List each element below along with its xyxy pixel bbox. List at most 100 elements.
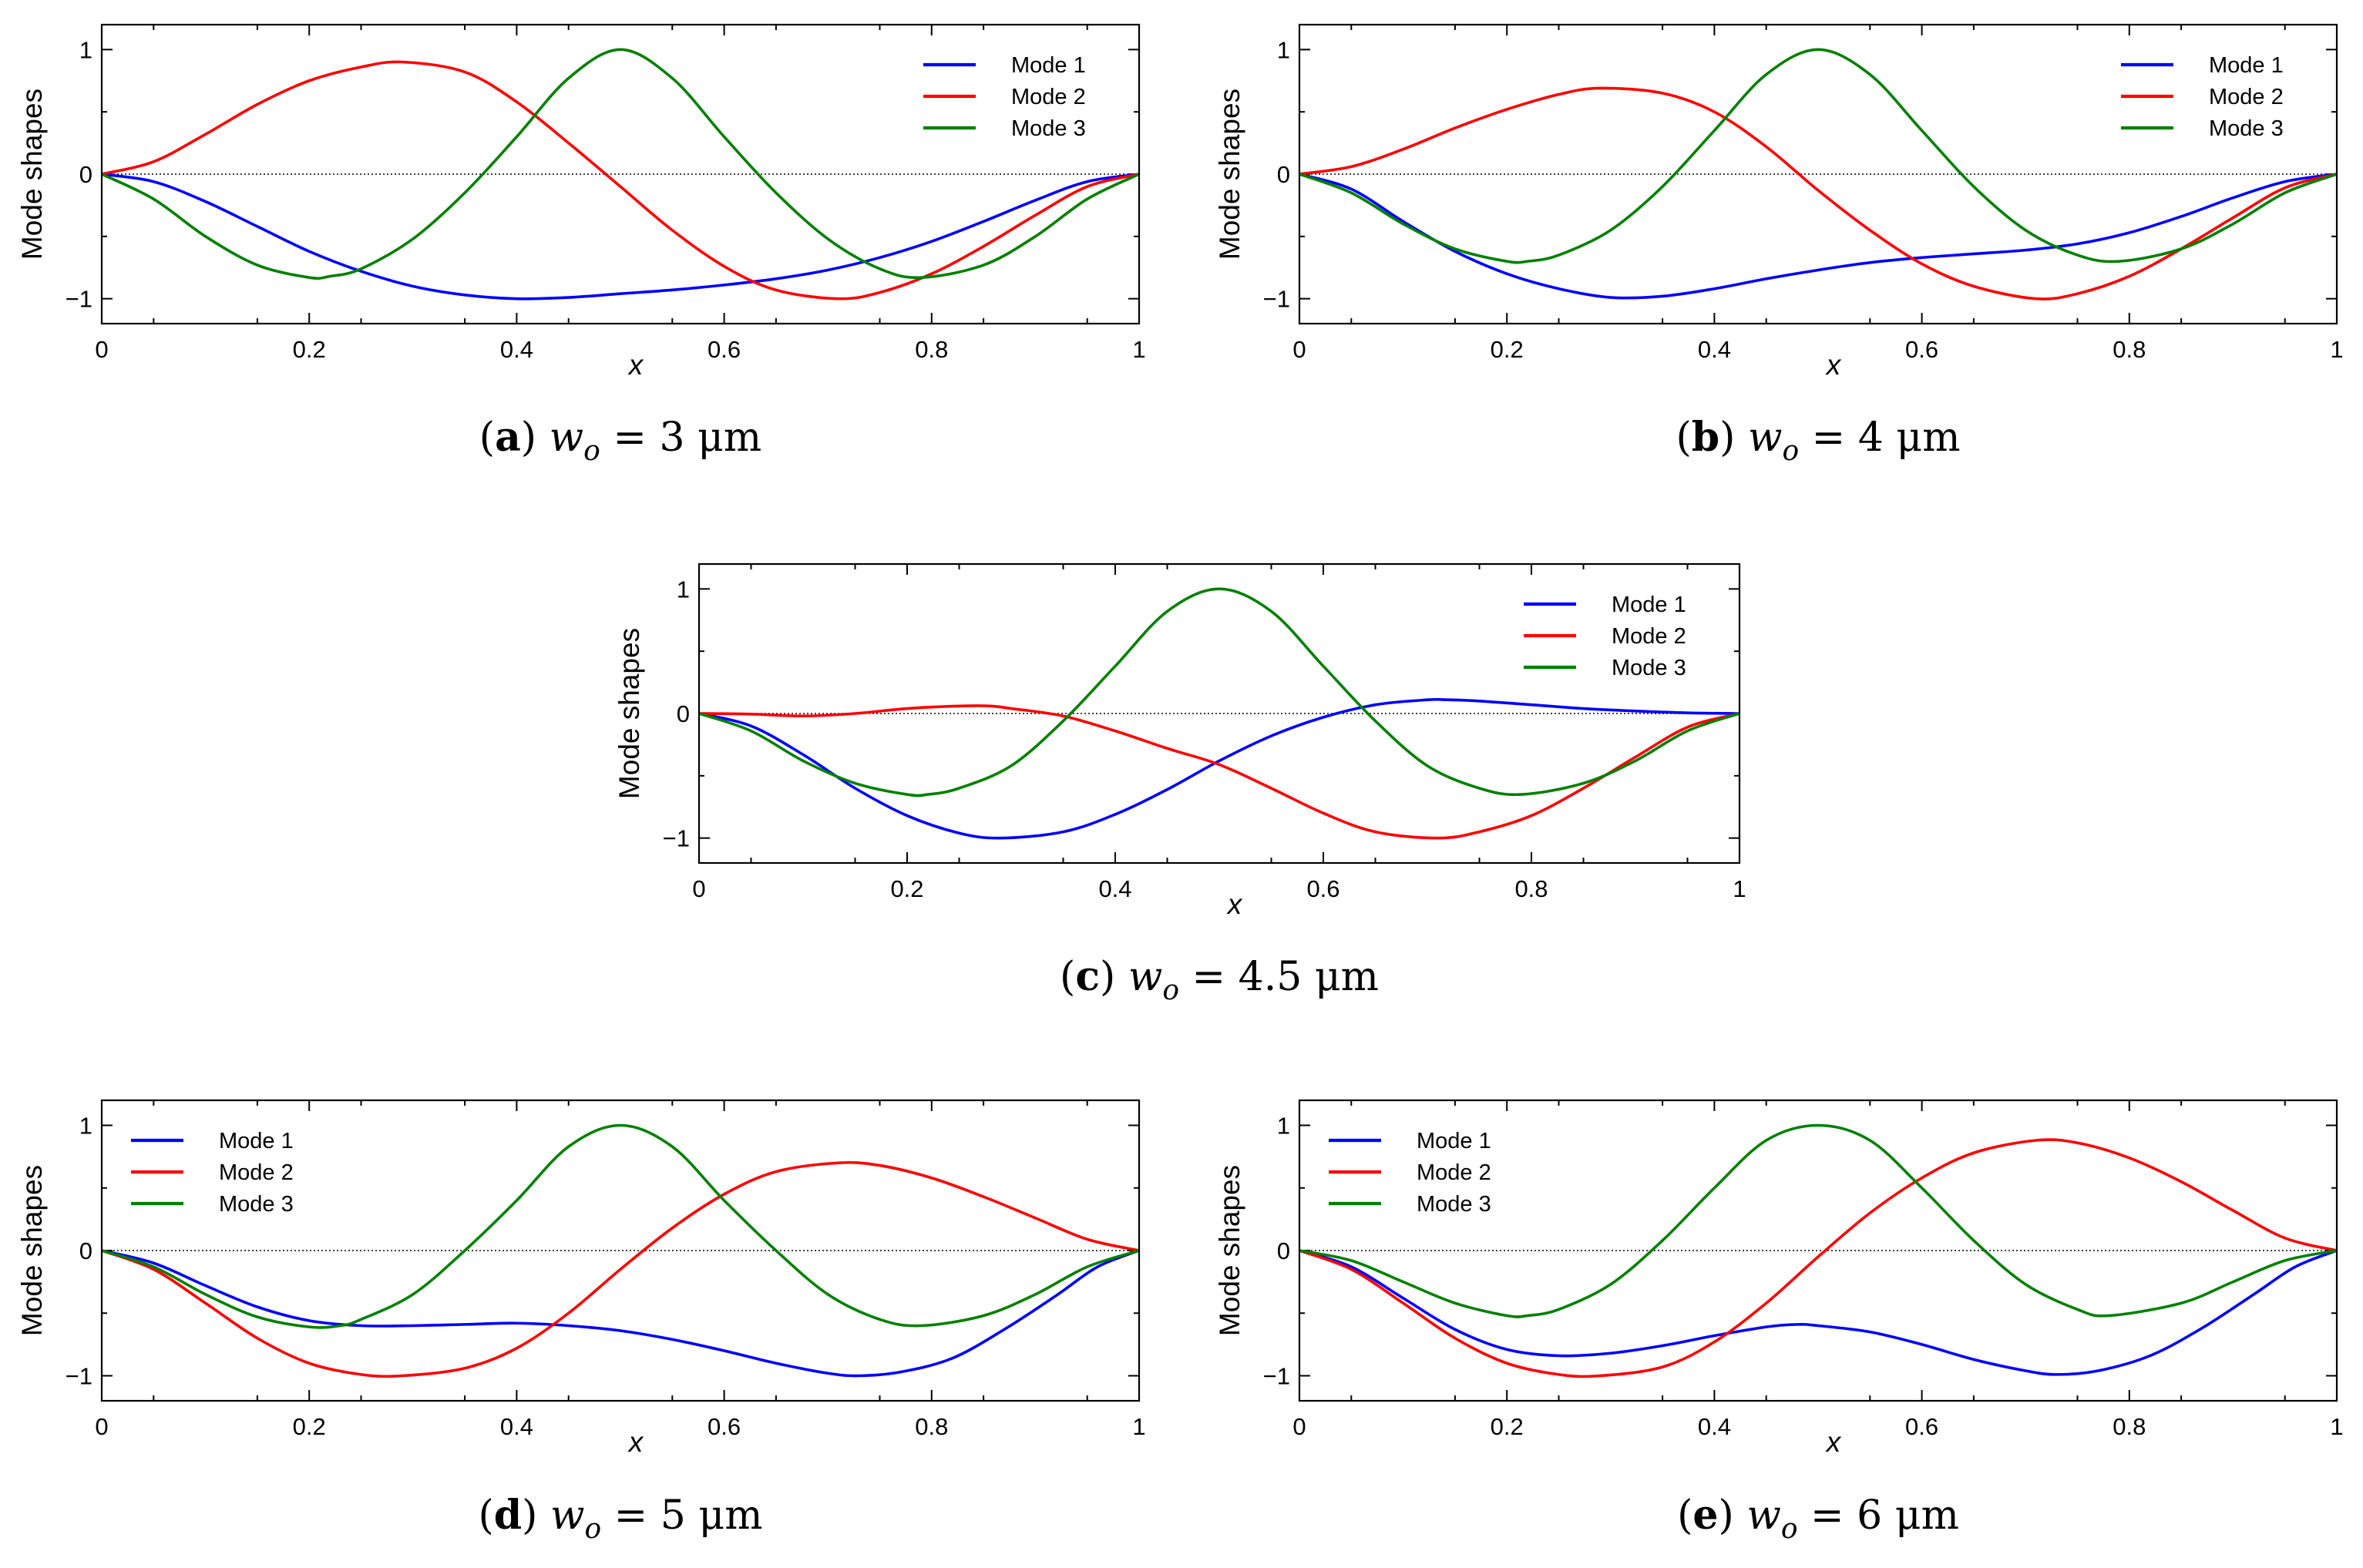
x-tick-label: 1	[1733, 875, 1746, 902]
legend-label-mode-3: Mode 3	[1612, 656, 1686, 680]
x-axis-label: x	[1226, 888, 1243, 920]
series-line-mode-2	[102, 60, 1139, 301]
legend-label-mode-3: Mode 3	[1011, 116, 1086, 141]
series-line-mode-1	[1299, 173, 2337, 300]
legend-label-mode-3: Mode 3	[2209, 116, 2284, 141]
legend-label-mode-1: Mode 1	[1612, 593, 1686, 617]
x-tick-label: 0.8	[2113, 1413, 2146, 1440]
x-tick-label: 0.8	[1514, 875, 1548, 902]
x-tick-label: 0.4	[1098, 875, 1131, 902]
x-tick-label: 0.8	[915, 336, 948, 363]
x-tick-label: 1	[1132, 336, 1145, 363]
legend-label-mode-2: Mode 2	[1011, 85, 1086, 109]
series-line-mode-2	[1299, 86, 2337, 301]
series-line-mode-2	[1299, 1138, 2337, 1378]
y-tick-label: 1	[1277, 36, 1290, 63]
x-axis-label: x	[627, 1426, 644, 1458]
legend-label-mode-1: Mode 1	[219, 1129, 294, 1153]
subfigure-caption: (e) wo = 6 μm	[1677, 1492, 1959, 1545]
x-tick-label: 0.8	[915, 1413, 948, 1440]
legend: Mode 1 Mode 2 Mode 3	[2121, 53, 2284, 141]
series-line-mode-1	[102, 173, 1139, 301]
y-axis-label: Mode shapes	[1214, 1165, 1245, 1336]
y-tick-label: 0	[1277, 161, 1290, 188]
legend-label-mode-3: Mode 3	[219, 1192, 294, 1217]
legend: Mode 1 Mode 2 Mode 3	[1524, 593, 1686, 680]
x-tick-label: 0.6	[1905, 336, 1938, 363]
series-line-mode-3	[1299, 1123, 2337, 1318]
y-tick-label: 1	[79, 1113, 92, 1140]
plot-frame	[1298, 23, 2338, 325]
x-tick-label: 0.2	[1491, 1413, 1524, 1440]
legend-label-mode-1: Mode 1	[1417, 1129, 1491, 1153]
legend-label-mode-1: Mode 1	[2209, 53, 2284, 78]
x-tick-label: 0.2	[293, 336, 326, 363]
series-line-mode-2	[699, 704, 1739, 840]
subfigure-caption: (a) wo = 3 μm	[479, 414, 761, 467]
y-tick-label: −1	[66, 1363, 92, 1390]
series-line-mode-3	[699, 587, 1739, 797]
legend-label-mode-3: Mode 3	[1417, 1192, 1491, 1217]
legend: Mode 1 Mode 2 Mode 3	[1329, 1129, 1491, 1217]
series-line-mode-1	[699, 697, 1739, 840]
y-tick-label: −1	[66, 286, 92, 313]
x-tick-label: 0.6	[708, 336, 741, 363]
legend-label-mode-2: Mode 2	[1612, 624, 1686, 649]
subfigure-caption: (d) wo = 5 μm	[478, 1492, 762, 1545]
x-tick-label: 0	[692, 875, 705, 902]
x-tick-label: 0.2	[293, 1413, 326, 1440]
x-tick-label: 1	[2330, 1413, 2343, 1440]
x-axis-label: x	[1825, 1426, 1842, 1458]
plot-frame	[100, 23, 1141, 325]
subfigure-caption: (b) wo = 4 μm	[1676, 414, 1960, 467]
x-tick-label: 0.2	[890, 875, 923, 902]
y-tick-label: −1	[1263, 1363, 1290, 1390]
legend-label-mode-2: Mode 2	[219, 1160, 294, 1185]
x-tick-label: 0.6	[1905, 1413, 1938, 1440]
legend: Mode 1 Mode 2 Mode 3	[131, 1129, 294, 1217]
y-tick-label: 1	[79, 36, 92, 63]
series-line-mode-3	[102, 1123, 1139, 1329]
x-tick-label: 0	[95, 336, 108, 363]
legend-label-mode-1: Mode 1	[1011, 53, 1086, 78]
x-tick-label: 0.6	[1306, 875, 1339, 902]
plot-frame	[1298, 1099, 2338, 1402]
legend: Mode 1 Mode 2 Mode 3	[923, 53, 1086, 141]
x-tick-label: 0	[95, 1413, 108, 1440]
y-tick-label: 0	[79, 161, 92, 188]
x-tick-label: 0.4	[500, 1413, 533, 1440]
subfigure-caption: (c) wo = 4.5 μm	[1060, 953, 1379, 1006]
plot-frame	[697, 562, 1741, 865]
x-axis-label: x	[1825, 349, 1842, 381]
series-line-mode-2	[102, 1160, 1139, 1378]
series-line-mode-1	[1299, 1249, 2337, 1376]
x-tick-label: 0.6	[708, 1413, 741, 1440]
series-line-mode-3	[102, 48, 1139, 280]
y-tick-label: 1	[677, 576, 690, 603]
plot-frame	[100, 1099, 1141, 1402]
series-line-mode-1	[102, 1249, 1139, 1378]
y-axis-label: Mode shapes	[1214, 89, 1245, 260]
y-tick-label: −1	[663, 825, 690, 852]
legend-label-mode-2: Mode 2	[1417, 1160, 1491, 1185]
y-tick-label: −1	[1263, 286, 1290, 313]
x-tick-label: 0.2	[1491, 336, 1524, 363]
x-tick-label: 0.4	[1698, 1413, 1731, 1440]
y-axis-label: Mode shapes	[16, 89, 48, 260]
x-axis-label: x	[627, 349, 644, 381]
x-tick-label: 0.8	[2113, 336, 2146, 363]
y-tick-label: 1	[1277, 1113, 1290, 1140]
x-tick-label: 0	[1292, 336, 1306, 363]
y-tick-label: 0	[677, 700, 690, 727]
x-tick-label: 1	[1132, 1413, 1145, 1440]
x-tick-label: 0	[1292, 1413, 1306, 1440]
y-axis-label: Mode shapes	[16, 1165, 48, 1336]
y-tick-label: 0	[1277, 1237, 1290, 1264]
x-tick-label: 0.4	[500, 336, 533, 363]
